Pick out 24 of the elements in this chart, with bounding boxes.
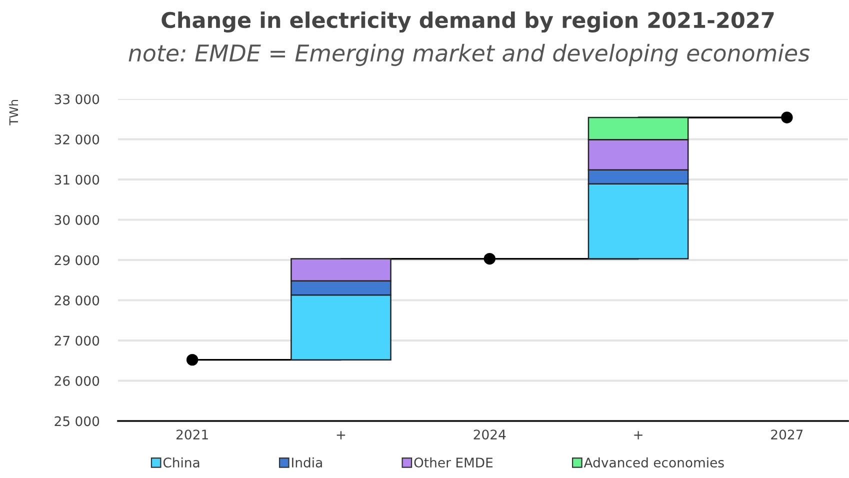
y-tick-label: 26 000 [54,376,100,386]
legend-label: Advanced economies [584,457,724,468]
y-axis-title: TWh [9,100,18,126]
y-tick-label: 28 000 [54,295,100,306]
chart-subtitle: note: EMDE = Emerging market and developing economies [128,44,810,66]
y-tick-label: 32 000 [54,134,100,144]
y-tick-label: 30 000 [54,214,100,225]
legend-label: China [163,457,200,468]
chart-title: Change in electricity demand by region 2021-2027 [162,12,774,32]
x-tick-label: + [634,431,642,440]
point [781,112,793,124]
x-tick-label: 2024 [474,430,506,440]
x-tick-label: 2027 [771,430,803,440]
legend-label: Other EMDE [414,457,493,468]
point [186,354,198,366]
point [484,252,496,265]
x-tick-label: 2021 [176,430,208,440]
x-tick-label: + [336,431,346,440]
y-tick-label: 25 000 [54,416,100,426]
legend-label: India [292,457,322,468]
y-tick-label: 29 000 [54,255,100,266]
y-tick-label: 31 000 [54,174,100,185]
y-tick-label: 27 000 [54,336,100,346]
y-tick-label: 33 000 [54,94,100,104]
